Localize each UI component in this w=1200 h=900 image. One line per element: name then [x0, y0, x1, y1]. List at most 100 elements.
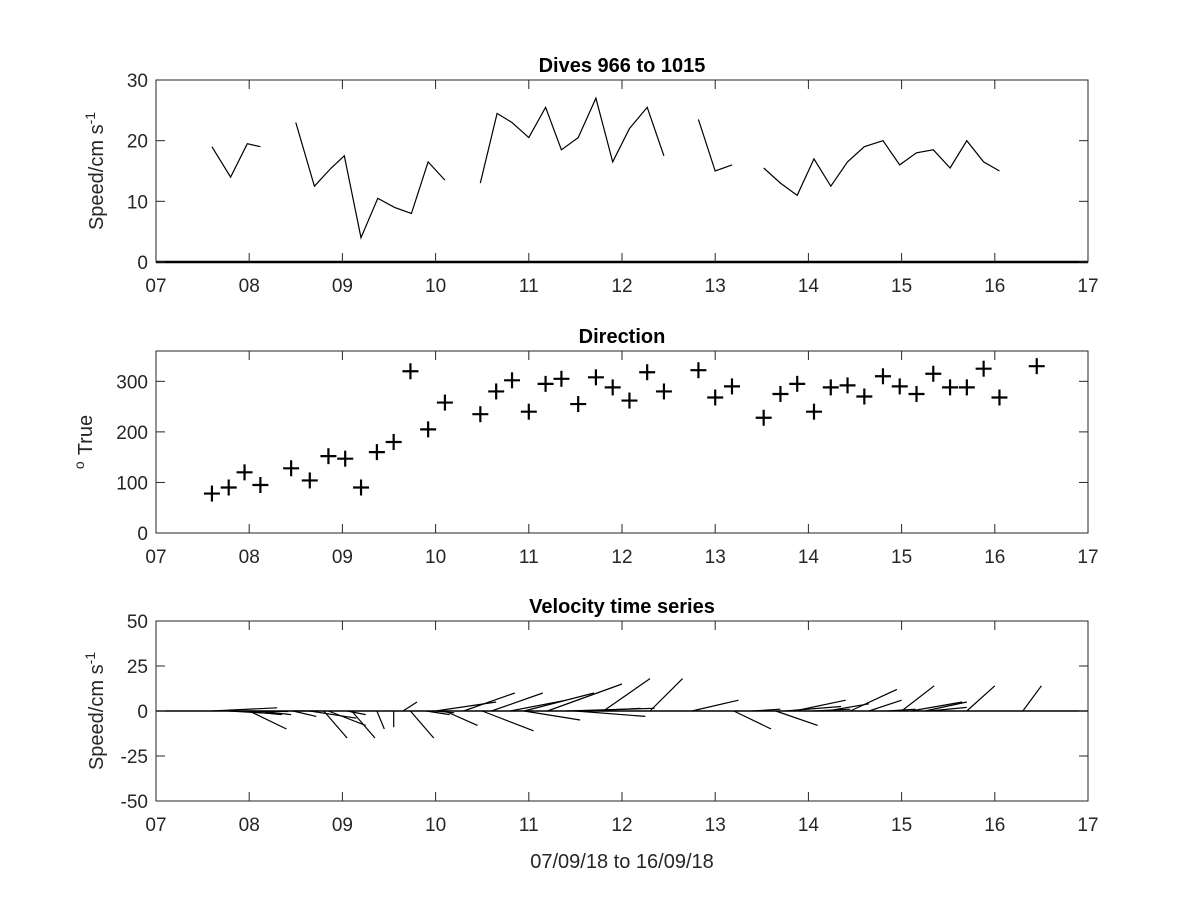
direction-x-tick-label: 09: [332, 547, 353, 568]
direction-point-marker: [839, 377, 856, 394]
speed-x-tick-label: 11: [519, 276, 539, 297]
velocity-vector: [402, 701, 418, 712]
velocity-vector: [547, 683, 623, 712]
direction-point-marker: [908, 385, 925, 402]
direction-chart-title: Direction: [579, 326, 666, 348]
speed-x-tick-label: 08: [239, 276, 260, 297]
direction-point-marker: [639, 364, 656, 381]
direction-x-tick-label: 08: [239, 547, 260, 568]
speed-x-tick-label: 17: [1077, 276, 1098, 297]
direction-point-marker: [368, 444, 385, 461]
direction-point-marker: [283, 460, 300, 477]
direction-point-marker: [822, 379, 839, 396]
velocity-vector: [924, 701, 967, 712]
velocity-vector: [966, 685, 996, 712]
direction-point-marker: [655, 383, 672, 400]
speed-x-tick-label: 16: [984, 276, 1005, 297]
velocity-x-tick-label: 16: [984, 815, 1005, 836]
speed-x-tick-label: 07: [145, 276, 166, 297]
speed-x-tick-label: 14: [798, 276, 820, 297]
velocity-vector: [775, 710, 818, 726]
direction-point-marker: [604, 379, 621, 396]
velocity-vector: [444, 710, 478, 726]
direction-point-marker: [789, 375, 806, 392]
velocity-x-tick-label: 13: [705, 815, 726, 836]
direction-point-marker: [570, 396, 587, 413]
direction-point-marker: [958, 379, 975, 396]
direction-point-marker: [553, 370, 570, 387]
direction-point-marker: [991, 389, 1008, 406]
direction-point-marker: [520, 403, 537, 420]
velocity-vector: [351, 710, 376, 739]
direction-point-marker: [236, 464, 253, 481]
velocity-vector: [426, 710, 450, 716]
velocity-vector: [524, 710, 581, 721]
velocity-vector: [691, 699, 739, 712]
speed-series-line: [479, 96, 665, 184]
speed-tick-layer: 07 08 09 10 11 12 13 14 15 16 17 0 10 20 30: [127, 71, 1099, 297]
direction-point-marker: [942, 379, 959, 396]
velocity-vector: [910, 701, 963, 712]
velocity-y-tick-label: 25: [127, 657, 148, 678]
direction-x-tick-label: 11: [519, 547, 539, 568]
speed-x-tick-label: 10: [425, 276, 446, 297]
direction-y-axis-label-degree: o: [71, 461, 87, 469]
speed-y-tick-label: 0: [137, 253, 148, 274]
velocity-x-tick-label: 11: [519, 815, 539, 836]
velocity-y-axis-label: Speed/cm s-1: [82, 652, 108, 770]
direction-point-marker: [504, 372, 521, 389]
direction-point-marker: [805, 403, 822, 420]
velocity-vector: [649, 678, 684, 712]
direction-x-tick-label: 12: [611, 547, 632, 568]
velocity-vector: [887, 708, 916, 712]
velocity-vector: [785, 705, 842, 712]
velocity-y-tick-label: -50: [121, 792, 148, 813]
direction-axes-box: [155, 350, 1089, 534]
direction-y-axis-label-text: True: [75, 415, 97, 455]
speed-y-axis-label-exponent: -1: [82, 112, 98, 125]
speed-axes-box: [155, 79, 1089, 263]
direction-panel: Direction 07 08 09 10 11 12 13 14 15 16 17 0 100 200 3…: [71, 326, 1099, 568]
velocity-vector: [868, 699, 902, 712]
velocity-x-tick-label: 10: [425, 815, 446, 836]
speed-y-tick-label: 10: [127, 192, 148, 213]
velocity-x-tick-label: 08: [239, 815, 260, 836]
velocity-y-axis-label-text: Speed/cm s: [86, 664, 108, 770]
direction-point-marker: [755, 409, 772, 426]
direction-point-marker: [385, 434, 402, 450]
speed-chart-title: Dives 966 to 1015: [539, 55, 706, 77]
direction-point-marker: [402, 363, 419, 380]
speed-y-axis-label: Speed/cm s-1: [82, 112, 108, 230]
velocity-panel: Velocity time series 07 08 09 10 11 12 13 14 15 1…: [82, 596, 1099, 873]
velocity-vector: [1022, 685, 1042, 712]
speed-y-axis-label-text: Speed/cm s: [86, 124, 108, 230]
speed-x-tick-label: 13: [705, 276, 726, 297]
velocity-y-tick-label: 50: [127, 612, 148, 633]
velocity-vector: [309, 710, 357, 719]
velocity-chart-title: Velocity time series: [529, 596, 715, 618]
direction-point-marker: [436, 394, 453, 411]
velocity-series-layer: [156, 678, 1088, 739]
direction-point-marker: [621, 392, 638, 409]
direction-x-tick-label: 17: [1077, 547, 1098, 568]
speed-series-line: [211, 143, 261, 179]
velocity-vector: [575, 710, 646, 717]
direction-x-tick-label: 16: [984, 547, 1005, 568]
velocity-vector: [435, 710, 455, 714]
velocity-x-tick-label: 14: [798, 815, 820, 836]
direction-point-marker: [587, 369, 604, 386]
velocity-vector: [248, 710, 287, 730]
velocity-vector: [409, 710, 435, 739]
direction-point-marker: [203, 485, 220, 502]
velocity-x-tick-label: 12: [611, 815, 632, 836]
velocity-vector: [376, 710, 385, 730]
direction-point-marker: [301, 472, 318, 489]
direction-y-tick-label: 300: [116, 372, 148, 393]
speed-series-line: [763, 139, 1000, 197]
velocity-vector: [346, 710, 366, 716]
speed-x-tick-label: 15: [891, 276, 912, 297]
speed-x-tick-label: 12: [611, 276, 632, 297]
velocity-vector: [481, 710, 534, 732]
direction-tick-layer: 07 08 09 10 11 12 13 14 15 16 17 0 100 200 300: [116, 351, 1099, 568]
velocity-x-tick-label: 09: [332, 815, 353, 836]
